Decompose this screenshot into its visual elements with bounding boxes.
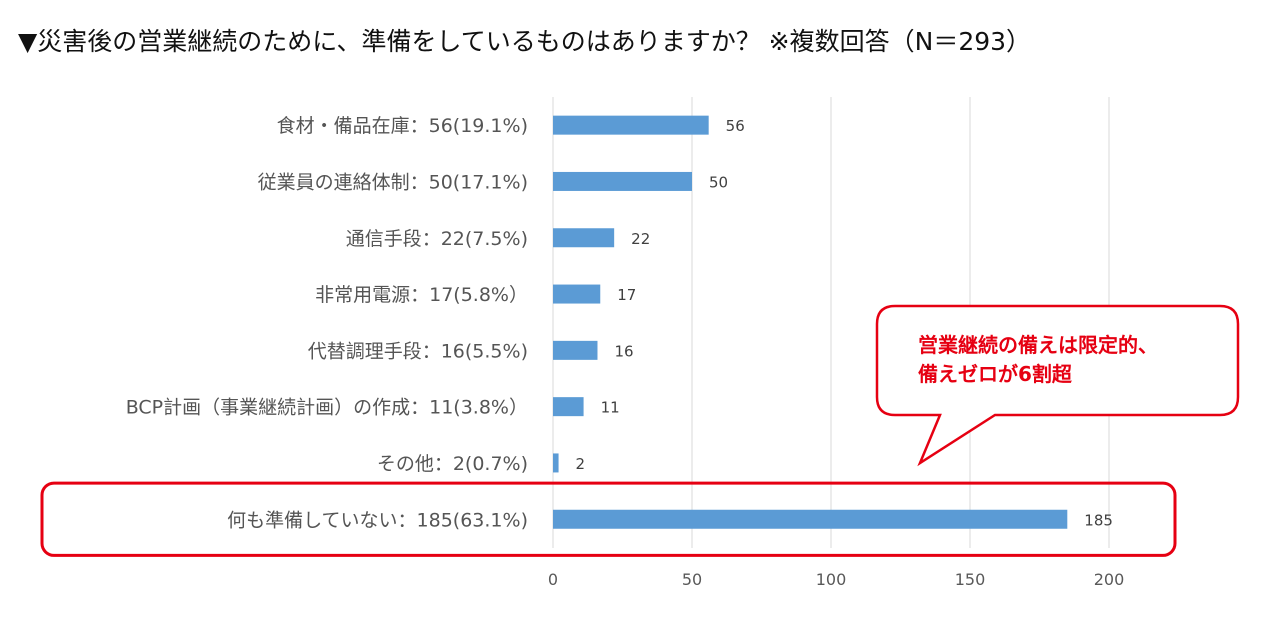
- callout-shape: [875, 304, 1240, 467]
- bar: [553, 340, 598, 360]
- category-label: 食材・備品在庫：56(19.1%): [277, 115, 528, 137]
- bars: [553, 115, 1068, 529]
- x-tick-labels: 0 50 100 150 200: [548, 570, 1124, 589]
- callout-line: 営業継続の備えは限定的、: [918, 333, 1158, 357]
- page-title: ▼災害後の営業継続のために、準備をしているものはありますか？ ※複数回答（N＝2…: [18, 27, 1032, 56]
- category-label: BCP計画（事業継続計画）の作成：11(3.8%）: [126, 397, 528, 419]
- x-tick-label: 50: [682, 570, 702, 589]
- category-label: 従業員の連絡体制：50(17.1%): [258, 171, 528, 193]
- x-tick-label: 200: [1094, 570, 1125, 589]
- bar: [553, 228, 615, 248]
- bar: [553, 115, 709, 135]
- highlight-frame: [40, 481, 1177, 557]
- category-label: 代替調理手段：16(5.5%): [308, 340, 528, 362]
- bar: [553, 397, 584, 417]
- category-label: 非常用電源：17(5.8%）: [315, 284, 528, 306]
- x-tick-label: 150: [955, 570, 986, 589]
- bar: [553, 284, 601, 304]
- value-label: 50: [709, 173, 728, 191]
- x-tick-label: 0: [548, 570, 558, 589]
- bar: [553, 509, 1068, 529]
- value-labels: 56 50 22 17 16 11 2 185: [576, 117, 1113, 529]
- value-label: 185: [1084, 511, 1113, 529]
- value-label: 22: [631, 230, 650, 248]
- category-label: 何も準備していない：185(63.1%): [227, 509, 528, 531]
- callout-bubble: 営業継続の備えは限定的、備えゼロが6割超: [875, 304, 1240, 467]
- value-label: 2: [576, 455, 586, 473]
- bar: [553, 453, 559, 473]
- category-labels: 食材・備品在庫：56(19.1%) 従業員の連絡体制：50(17.1%) 通信手段：…: [126, 115, 528, 531]
- highlight-box: [40, 481, 1177, 557]
- category-label: 通信手段：22(7.5%): [346, 228, 528, 250]
- value-label: 16: [614, 342, 633, 360]
- value-label: 56: [726, 117, 745, 135]
- value-label: 11: [601, 399, 620, 417]
- bar: [553, 171, 692, 191]
- category-label: その他：2(0.7%): [377, 453, 528, 475]
- value-label: 17: [617, 286, 636, 304]
- callout-line: 備えゼロが6割超: [918, 362, 1073, 386]
- x-tick-label: 100: [816, 570, 847, 589]
